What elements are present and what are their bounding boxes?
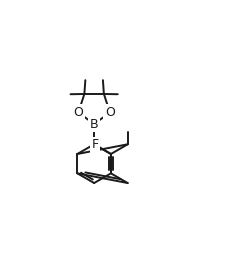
Text: O: O [73,106,83,119]
Text: B: B [90,118,99,130]
Text: F: F [91,138,99,151]
Text: O: O [105,106,115,119]
